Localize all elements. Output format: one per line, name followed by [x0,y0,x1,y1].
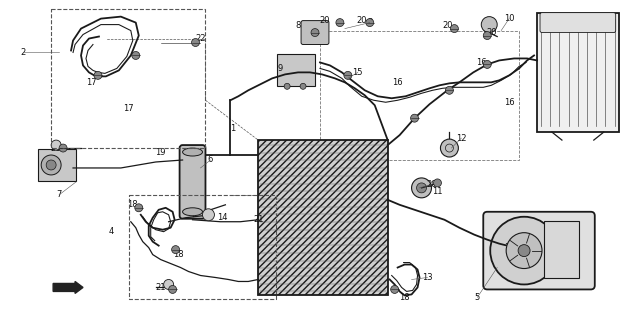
Text: 21: 21 [155,283,166,292]
FancyBboxPatch shape [301,20,329,44]
Text: 6: 6 [208,156,213,164]
Text: 22: 22 [195,34,206,43]
Circle shape [433,179,442,187]
Bar [38,149,76,181]
Circle shape [366,19,374,27]
Circle shape [59,144,67,152]
Text: 3: 3 [367,18,372,27]
Text: 18: 18 [504,243,515,252]
Text: 16: 16 [392,78,403,87]
Text: 16: 16 [504,98,515,107]
Circle shape [391,285,399,293]
Circle shape [411,114,418,122]
Text: 21: 21 [51,144,62,153]
Text: 20: 20 [357,16,367,25]
Circle shape [450,25,459,33]
Text: 15: 15 [353,68,363,77]
Text: 21: 21 [253,215,264,224]
Circle shape [311,28,319,36]
Circle shape [336,19,344,27]
Text: 20: 20 [486,28,496,37]
Text: 17: 17 [123,104,134,113]
Circle shape [483,32,491,40]
Circle shape [51,140,61,150]
Circle shape [300,83,306,89]
Circle shape [203,209,214,221]
Circle shape [506,233,542,268]
Circle shape [94,71,102,79]
FancyBboxPatch shape [180,145,206,219]
Circle shape [132,52,140,60]
Text: 20: 20 [442,21,453,30]
Text: 17: 17 [86,78,96,87]
Text: 10: 10 [504,14,515,23]
Ellipse shape [182,148,203,156]
Text: 13: 13 [422,273,433,282]
Polygon shape [259,140,387,295]
Circle shape [284,83,290,89]
Text: 8: 8 [296,21,301,30]
Bar [129,195,276,300]
FancyArrow shape [53,282,83,293]
Bar [51,9,206,148]
Bar [320,31,519,160]
Text: 1: 1 [230,124,235,132]
Text: 2: 2 [21,48,26,57]
Circle shape [172,246,180,253]
Text: 4: 4 [108,227,113,236]
Circle shape [481,17,497,33]
Text: 16: 16 [476,58,487,67]
Bar [277,54,315,86]
Text: 11: 11 [432,188,443,196]
Circle shape [518,244,530,257]
Text: 14: 14 [217,213,228,222]
Circle shape [411,178,431,198]
Circle shape [440,139,459,157]
Text: 7: 7 [57,190,62,199]
Text: 20: 20 [426,180,437,189]
Circle shape [169,285,177,293]
Circle shape [483,60,491,68]
Circle shape [192,38,199,46]
Text: 18: 18 [399,293,410,302]
Bar [537,13,619,132]
Circle shape [41,155,61,175]
Text: 20: 20 [320,16,330,25]
Text: 19: 19 [155,148,166,156]
Text: 12: 12 [456,133,467,143]
Circle shape [344,71,352,79]
Circle shape [135,204,143,212]
Text: 9: 9 [277,64,283,73]
FancyBboxPatch shape [483,212,595,289]
Text: 18: 18 [128,200,138,209]
Bar [544,221,579,278]
Text: 5: 5 [475,293,480,302]
Circle shape [46,160,56,170]
Circle shape [445,86,454,94]
FancyBboxPatch shape [540,13,616,33]
Text: FR.: FR. [40,283,52,292]
Circle shape [416,183,426,193]
Text: 18: 18 [173,250,184,259]
Circle shape [164,279,174,289]
Circle shape [490,217,558,284]
Ellipse shape [182,208,203,216]
